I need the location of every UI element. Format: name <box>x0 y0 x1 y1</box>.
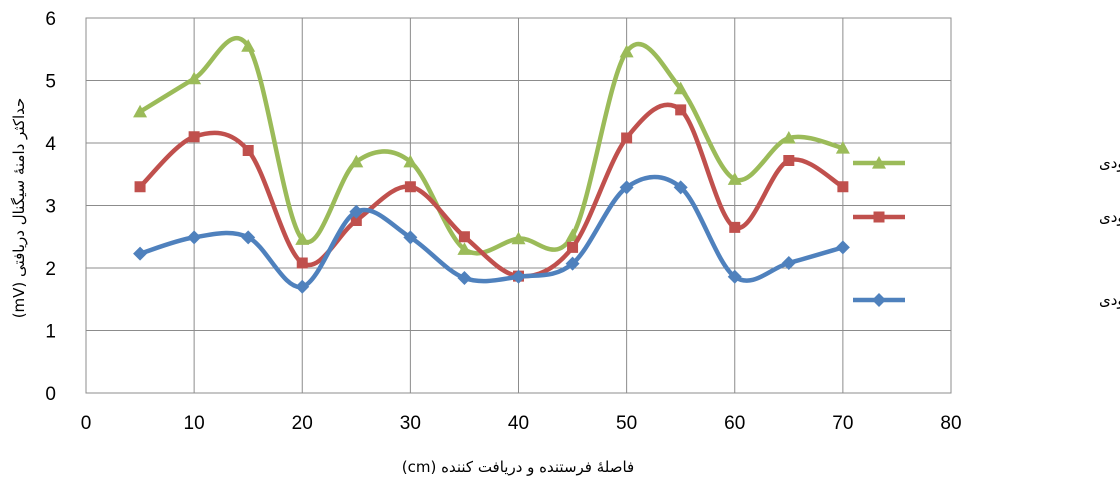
x-tick-label: 20 <box>292 413 313 434</box>
data-point <box>295 232 310 245</box>
series-line <box>137 174 846 290</box>
data-point <box>403 154 418 168</box>
data-point <box>673 81 688 95</box>
x-tick-label: 0 <box>81 413 92 434</box>
data-point <box>187 71 202 85</box>
x-axis-ticks: 0 10 20 30 40 50 60 70 80 <box>81 413 962 434</box>
data-point <box>621 132 633 144</box>
data-point <box>783 155 795 166</box>
legend-marker <box>873 211 885 223</box>
x-tick-label: 70 <box>832 413 853 434</box>
data-point <box>511 269 526 284</box>
y-tick-label: 6 <box>45 9 56 30</box>
data-point <box>350 215 362 226</box>
data-point <box>241 230 256 245</box>
series-line <box>137 36 846 256</box>
data-point <box>296 257 308 269</box>
data-point <box>349 204 364 219</box>
series-1 <box>133 36 850 256</box>
data-point <box>835 240 850 255</box>
legend: ۱۵= تعداد پالس ورودی ۱۰= تعداد پالس ورودی… <box>853 154 1120 310</box>
y-axis-ticks: 0 1 2 3 4 5 6 <box>45 9 56 405</box>
x-tick-label: 60 <box>724 413 745 434</box>
data-point <box>404 181 416 193</box>
data-point <box>511 231 526 245</box>
data-point <box>727 269 742 284</box>
data-point <box>133 104 148 118</box>
data-point <box>727 172 742 185</box>
x-tick-label: 80 <box>940 413 961 434</box>
data-point <box>403 230 418 245</box>
legend-marker <box>872 293 886 307</box>
data-point <box>567 241 579 253</box>
x-axis-label: فاصلهٔ فرستنده و دریافت کننده (cm) <box>402 458 634 476</box>
y-tick-label: 4 <box>45 134 56 155</box>
data-point <box>837 181 849 193</box>
legend-label: ۵= تعداد پالس ورودی <box>1099 291 1120 310</box>
data-point <box>673 180 688 195</box>
legend-item: ۵= تعداد پالس ورودی <box>853 291 1120 310</box>
data-point <box>729 221 741 233</box>
x-tick-label: 30 <box>400 413 421 434</box>
plot-frame <box>85 17 952 394</box>
data-point <box>565 228 580 242</box>
y-tick-label: 3 <box>45 197 56 218</box>
legend-item: ۱۰= تعداد پالس ورودی <box>853 208 1120 227</box>
y-tick-label: 0 <box>45 384 56 405</box>
legend-marker <box>872 156 886 169</box>
x-tick-label: 40 <box>508 413 529 434</box>
data-point <box>781 256 796 270</box>
data-point <box>835 141 850 154</box>
data-point <box>565 256 580 271</box>
data-point <box>457 271 472 285</box>
x-tick-label: 50 <box>616 413 637 434</box>
data-point <box>457 242 472 255</box>
series-2 <box>134 102 849 282</box>
legend-label: ۱۵= تعداد پالس ورودی <box>1099 154 1120 173</box>
data-point <box>133 246 148 261</box>
legend-item: ۱۵= تعداد پالس ورودی <box>853 154 1120 173</box>
data-point <box>619 180 634 195</box>
series-3 <box>133 174 850 294</box>
data-point <box>619 44 634 58</box>
legend-label: ۱۰= تعداد پالس ورودی <box>1099 208 1120 227</box>
grid <box>85 17 952 394</box>
data-point <box>188 131 200 143</box>
data-point <box>349 154 364 168</box>
data-point <box>134 181 146 193</box>
data-point <box>781 131 796 144</box>
y-tick-label: 5 <box>45 72 56 93</box>
data-point <box>187 230 202 245</box>
y-tick-label: 2 <box>45 259 56 280</box>
data-point <box>242 145 254 156</box>
y-axis-label: حداکثر دامنهٔ سیگنال دریافتی (mV) <box>10 98 28 319</box>
data-point <box>458 231 470 243</box>
data-point <box>241 39 256 52</box>
data-point <box>675 104 687 116</box>
y-tick-label: 1 <box>45 322 56 343</box>
x-tick-label: 10 <box>184 413 205 434</box>
data-point <box>295 279 310 294</box>
series <box>133 36 850 294</box>
